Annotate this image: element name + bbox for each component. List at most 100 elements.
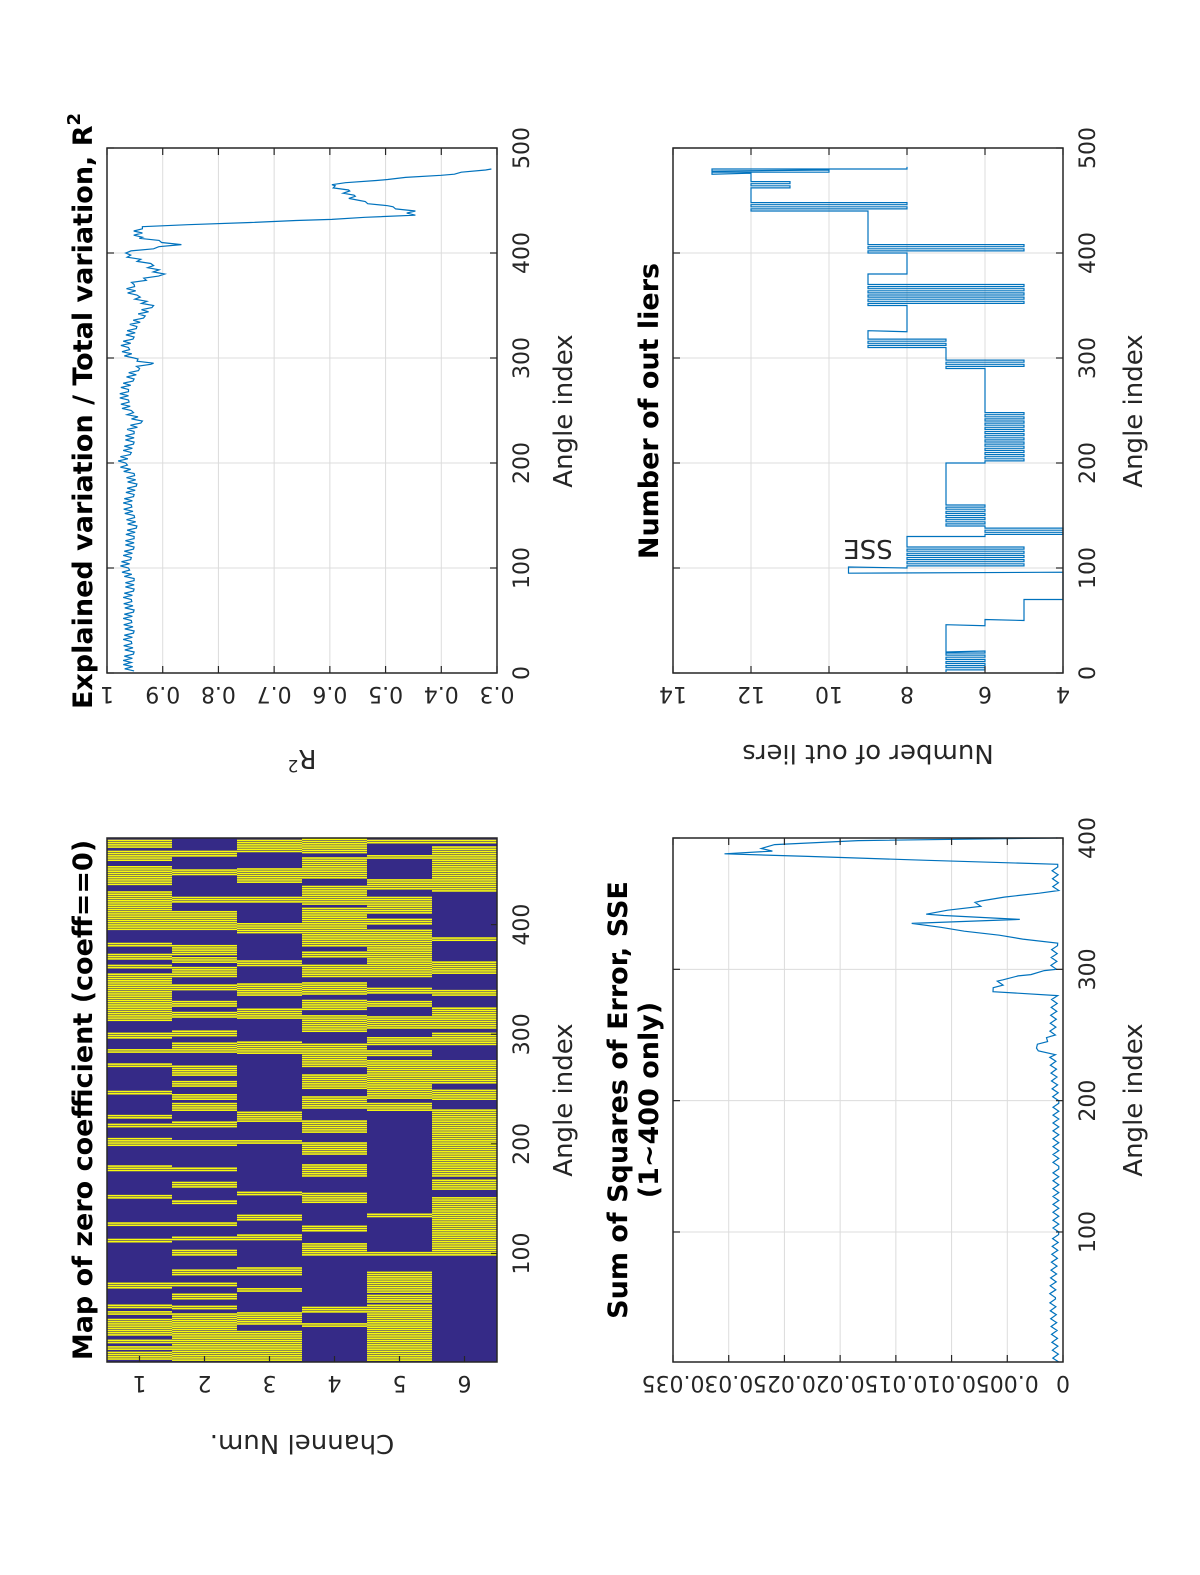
heatmap-cell-zero	[172, 1140, 237, 1142]
heatmap-cell-zero	[172, 1034, 237, 1037]
heatmap-cell-zero	[107, 1306, 172, 1309]
heatmap-cell-zero	[107, 988, 172, 991]
heatmap-cell-zero	[302, 1146, 367, 1149]
heatmap-cell-zero	[302, 890, 367, 892]
heatmap-cell-zero	[302, 1197, 367, 1199]
outliers-xtick-label: 400	[1076, 232, 1101, 274]
heatmap-cell-zero	[237, 985, 302, 988]
heatmap-cell-zero	[302, 894, 367, 897]
heatmap-cell-zero	[432, 939, 497, 942]
r2-xtick-label: 400	[510, 232, 535, 274]
heatmap-cell-zero	[107, 980, 172, 982]
heatmap-cell-zero	[367, 1319, 432, 1322]
heatmap-xtick-label: 300	[510, 1013, 535, 1055]
heatmap-cell-zero	[432, 1197, 497, 1199]
heatmap-cell-zero	[367, 905, 432, 908]
heatmap-cell-zero	[302, 942, 367, 945]
heatmap-cell-zero	[432, 1079, 497, 1082]
heatmap-cell-zero	[172, 1083, 237, 1085]
heatmap-ytick-label: 4	[328, 1370, 342, 1395]
heatmap-cell-zero	[237, 1288, 302, 1290]
heatmap-cell-zero	[107, 955, 172, 958]
heatmap-cell-zero	[107, 883, 172, 886]
r-squared-panel: 0 100 200 300 400 500 0.3 0.4 0.5 0.6 0.7 0.8 0.9 1 E…	[64, 113, 579, 775]
heatmap-cell-zero	[432, 1018, 497, 1020]
heatmap-cell-zero	[432, 1179, 497, 1182]
heatmap-cell-zero	[172, 1343, 237, 1346]
heatmap-cell-zero	[302, 933, 367, 936]
sse-xtick-label: 200	[1076, 1080, 1101, 1122]
heatmap-cell-zero	[107, 1049, 172, 1051]
heatmap-cell-zero	[367, 1335, 432, 1337]
heatmap-cell-zero	[432, 1073, 497, 1075]
heatmap-cell-zero	[107, 1304, 172, 1307]
heatmap-cell-zero	[237, 1041, 302, 1043]
heatmap-cell-zero	[107, 1320, 172, 1323]
heatmap-cell-zero	[237, 1043, 302, 1046]
heatmap-cell-zero	[107, 910, 172, 913]
r2-ytick-label: 0.9	[145, 681, 180, 706]
heatmap-cell-zero	[107, 1137, 172, 1140]
heatmap-cell-zero	[172, 986, 237, 989]
heatmap-cell-zero	[367, 1050, 432, 1052]
heatmap-cell-zero	[432, 879, 497, 881]
heatmap-cell-zero	[432, 1064, 497, 1067]
sse-ticks: 10020030040000.0050.010.0150.020.0250.03…	[642, 817, 1101, 1395]
heatmap-cell-zero	[237, 1354, 302, 1357]
heatmap-ytick-label: 5	[393, 1370, 407, 1395]
heatmap-cell-zero	[367, 989, 432, 992]
heatmap-cell-zero	[367, 1317, 432, 1320]
zero-coeff-map-panel: 100 200 300 400 1 2 3 4 5 6 Map of zero coefficie…	[68, 837, 579, 1458]
heatmap-cell-zero	[172, 1328, 237, 1331]
heatmap-cell-zero	[107, 990, 172, 993]
heatmap-cell-zero	[302, 1021, 367, 1024]
heatmap-cell-zero	[432, 1218, 497, 1221]
heatmap-cell-zero	[432, 1249, 497, 1252]
heatmap-cell-zero	[302, 1249, 367, 1252]
heatmap-cell-zero	[237, 1045, 302, 1048]
heatmap-cell-zero	[367, 898, 432, 901]
heatmap-cell-zero	[107, 1004, 172, 1006]
heatmap-cell-zero	[237, 1214, 302, 1217]
heatmap-xtick-label: 200	[510, 1123, 535, 1165]
heatmap-cell-zero	[367, 1332, 432, 1335]
heatmap-cell-zero	[302, 1058, 367, 1061]
heatmap-cell-zero	[237, 964, 302, 967]
outliers-xtick-label: 100	[1076, 547, 1101, 589]
heatmap-cell-zero	[172, 1307, 237, 1310]
heatmap-cell-zero	[302, 847, 367, 849]
sse-xtick-label: 300	[1076, 948, 1101, 990]
heatmap-cell-zero	[237, 846, 302, 848]
heatmap-cell-zero	[302, 1030, 367, 1033]
heatmap-cell-zero	[237, 1008, 302, 1011]
heatmap-cell-zero	[367, 1000, 432, 1003]
heatmap-cell-zero	[237, 1234, 302, 1236]
heatmap-cell-zero	[432, 1216, 497, 1219]
heatmap-cell-zero	[107, 904, 172, 906]
heatmap-cell-zero	[367, 949, 432, 951]
sse-ytick-label: 0.035	[642, 1370, 705, 1395]
heatmap-axes-box	[106, 837, 498, 1363]
heatmap-cell-zero	[172, 1121, 237, 1124]
heatmap-cell-zero	[172, 984, 237, 986]
heatmap-cell-zero	[302, 1087, 367, 1090]
heatmap-cell-zero	[302, 1243, 367, 1245]
heatmap-cell-zero	[237, 896, 302, 899]
heatmap-cell-zero	[367, 1352, 432, 1355]
heatmap-cell-zero	[432, 848, 497, 851]
heatmap-cell-zero	[302, 953, 367, 956]
heatmap-cell-zero	[172, 924, 237, 926]
sse-ytick-label: 0.02	[816, 1370, 865, 1395]
heatmap-cell-zero	[432, 1208, 497, 1210]
heatmap-cell-zero	[367, 1328, 432, 1331]
outliers-xtick-label: 300	[1076, 337, 1101, 379]
outliers-ytick-label: 4	[1056, 681, 1070, 706]
heatmap-cell-zero	[107, 1169, 172, 1172]
outliers-ticks: 0 100 200 300 400 500 4 6 8 10 12 14	[659, 127, 1101, 706]
heatmap-cell-zero	[302, 1061, 367, 1063]
sse-ytick-label: 0.025	[753, 1370, 816, 1395]
heatmap-cell-zero	[172, 1046, 237, 1049]
heatmap-cell-zero	[172, 1102, 237, 1105]
heatmap-cell-zero	[432, 870, 497, 872]
heatmap-cell-zero	[172, 959, 237, 961]
